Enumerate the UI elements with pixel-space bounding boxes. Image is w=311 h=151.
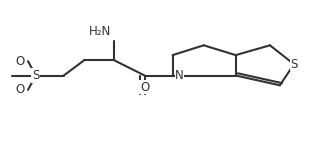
Text: O: O <box>140 81 149 94</box>
Text: O: O <box>16 55 25 68</box>
Text: S: S <box>290 58 298 71</box>
Text: O: O <box>16 83 25 96</box>
Text: H₂N: H₂N <box>89 25 112 38</box>
Text: S: S <box>32 69 39 82</box>
Text: N: N <box>175 69 184 82</box>
